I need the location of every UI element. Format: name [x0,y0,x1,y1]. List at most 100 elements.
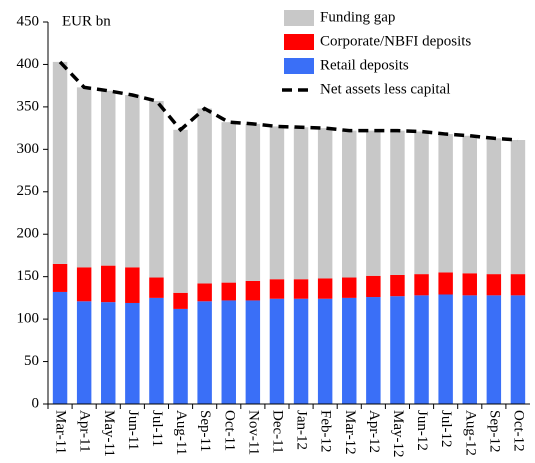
legend-swatch [284,58,314,74]
bar-segment [366,297,381,404]
bar-segment [486,138,502,275]
legend-label: Net assets less capital [320,81,450,97]
bar-segment [510,295,526,404]
y-tick-label: 150 [17,268,40,284]
bar-segment [76,87,92,268]
legend-label: Funding gap [320,9,395,25]
bar-segment [269,298,285,404]
bar-segment [366,275,381,298]
x-tick-label: Dec-11 [270,410,286,454]
bar-segment [486,295,502,404]
bar-segment [438,134,453,273]
x-tick-label: Mar-12 [342,410,358,455]
x-tick-label: Nov-11 [245,410,261,455]
y-tick-label: 400 [17,56,40,72]
y-tick-label: 50 [24,353,39,369]
x-tick-label: Oct-11 [221,410,237,451]
bar-segment [221,300,236,404]
x-tick-label: Jul-12 [438,410,454,448]
bar-segment [197,108,212,284]
bar-segment [293,279,309,299]
bar-segment [414,274,429,296]
bar-segment [438,272,453,295]
bar-segment [342,130,357,278]
bar-segment [125,267,140,303]
bar-segment [149,277,164,298]
bar-segment [245,280,261,301]
bar-segment [76,301,92,404]
bar-segment [317,128,333,279]
y-tick-label: 100 [17,311,40,327]
bar-segment [510,274,526,296]
bar-segment [462,295,477,404]
bar-segment [101,90,116,266]
bar-segment [125,302,140,404]
x-tick-label: Sep-11 [197,410,213,452]
bar-segment [221,282,236,301]
bar-segment [390,296,405,404]
y-axis-label: EUR bn [62,13,111,29]
bar-segment [317,298,333,404]
x-tick-label: Apr-12 [366,410,382,453]
x-tick-label: Sep-12 [486,410,502,453]
bar-segment [52,291,68,404]
line-series [58,60,519,142]
y-tick-label: 200 [17,226,40,242]
x-tick-label: Apr-11 [77,410,93,452]
bar-segment [101,302,116,404]
bar-segment [149,297,164,404]
bar-segment [462,273,477,296]
bar-segment [197,301,212,404]
x-tick-label: Jul-11 [149,410,165,447]
bar-segment [342,297,357,404]
bar-segment [390,274,405,297]
bar-segment [52,263,68,292]
x-tick-label: Feb-12 [318,410,334,453]
bar-segment [269,279,285,299]
bar-segment [245,123,261,281]
x-tick-label: Jun-11 [125,410,141,450]
bar-segment [76,267,92,302]
bar-segment [510,139,526,275]
x-tick-label: Aug-11 [173,410,189,455]
legend-swatch [284,34,314,50]
x-tick-label: Jun-12 [414,410,430,451]
bar-segment [414,131,429,275]
bar-segment [173,308,188,404]
bar-segment [125,95,140,268]
bar-segment [149,100,164,278]
x-tick-label: Jan-12 [294,410,310,450]
bar-segment [101,265,116,303]
bar-segment [486,274,502,296]
legend-label: Corporate/NBFI deposits [320,33,471,49]
y-tick-label: 250 [17,183,40,199]
x-tick-label: Oct-12 [511,410,527,452]
bar-segment [245,300,261,404]
x-tick-label: May-12 [390,410,406,458]
bar-segment [197,283,212,302]
bar-segment [438,294,453,404]
legend-label: Retail deposits [320,57,409,73]
x-tick-label: May-11 [101,410,117,457]
y-tick-label: 0 [32,395,40,411]
bar-segment [414,295,429,404]
bar-segment [317,278,333,299]
y-tick-label: 300 [17,141,40,157]
bar-segment [293,298,309,404]
x-tick-label: Aug-12 [462,410,478,456]
bar-segment [462,135,477,274]
bar-segment [173,129,188,293]
bar-segment [342,277,357,298]
y-tick-label: 450 [17,13,40,29]
y-tick-label: 350 [17,98,40,114]
bar-segment [269,126,285,280]
bar-segment [366,130,381,276]
bar-segment [173,292,188,309]
x-tick-label: Mar-11 [53,410,69,454]
legend-swatch [284,10,314,26]
bar-segment [221,122,236,283]
bar-segment [52,61,68,264]
bar-segment [293,127,309,280]
bar-segment [390,130,405,275]
